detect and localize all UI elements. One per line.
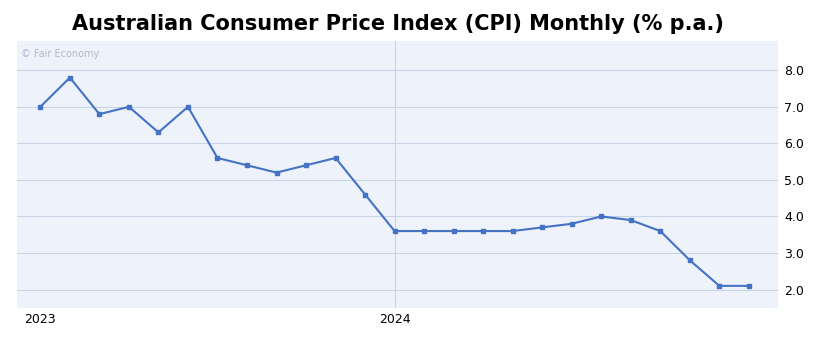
Title: Australian Consumer Price Index (CPI) Monthly (% p.a.): Australian Consumer Price Index (CPI) Mo…: [72, 14, 722, 34]
Text: © Fair Economy: © Fair Economy: [21, 49, 99, 59]
